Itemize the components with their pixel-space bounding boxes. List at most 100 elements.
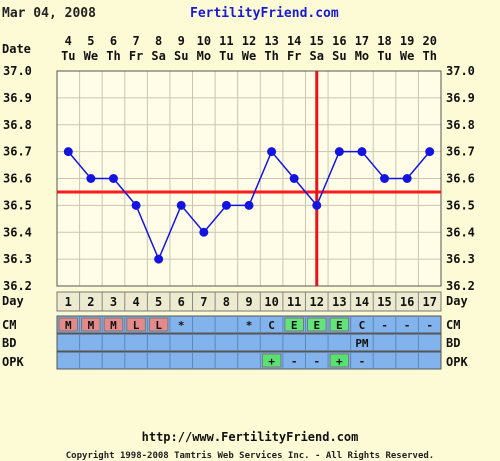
y-tick-label: 36.9 [3,91,32,105]
weekday-label: Sa [151,49,165,63]
cm-cell-highlight [148,317,169,332]
cm-cell-value: L [133,319,140,332]
cm-row-label-right: CM [446,318,460,332]
temperature-point [267,147,277,157]
y-tick-label-right: 36.7 [446,145,475,159]
temperature-point [244,200,254,210]
cm-cell-value: E [313,319,320,332]
cm-cell-value: E [291,319,298,332]
temperature-point [221,200,231,210]
temperature-point [334,147,344,157]
date-label: 18 [377,34,391,48]
site-name: FertilityFriend.com [190,6,339,21]
date-row-label: Date [2,42,31,56]
weekday-label: Sa [310,49,324,63]
temperature-point [199,227,209,237]
y-tick-label: 36.4 [3,225,32,239]
cm-cell-value: M [88,319,95,332]
cm-cell-value: * [178,319,185,332]
temperature-point [86,174,96,183]
cycle-day-label: 4 [132,295,139,309]
cm-cell-value: * [246,319,253,332]
weekday-label: Th [264,49,278,63]
date-label: 9 [178,34,185,48]
weekday-label: Mo [197,49,211,63]
chart-date: Mar 04, 2008 [2,6,96,21]
temperature-point [380,174,390,183]
date-label: 7 [132,34,139,48]
opk-row-label: OPK [2,355,24,369]
date-label: 17 [355,34,369,48]
y-tick-label-right: 36.6 [446,172,475,186]
opk-cell-value: - [291,355,298,368]
date-label: 14 [287,34,301,48]
temperature-point [108,174,118,183]
bd-cell-value: PM [355,337,369,350]
cycle-day-label: 10 [264,295,278,309]
cm-cell-highlight [81,317,101,332]
cycle-day-label: 12 [310,295,324,309]
cm-cell-highlight [306,317,327,332]
y-tick-label-right: 36.4 [446,225,475,239]
opk-cell-highlight [329,353,350,368]
opk-row [56,351,442,370]
cycle-day-label: 15 [377,295,391,309]
y-tick-label-right: 36.9 [446,91,475,105]
y-tick-label-right: 36.8 [446,118,475,132]
day-row [56,291,442,312]
cycle-day-label: 1 [65,295,72,309]
y-tick-label-right: 36.5 [446,198,475,212]
weekday-label: We [400,49,414,63]
temperature-point [176,200,186,210]
date-label: 5 [87,34,94,48]
cm-cell-highlight [329,317,350,332]
weekday-label: Th [106,49,120,63]
cycle-day-label: 14 [355,295,369,309]
y-tick-label: 36.3 [3,252,32,266]
y-tick-label: 37.0 [3,64,32,78]
weekday-label: Th [422,49,436,63]
weekday-label: Fr [287,49,301,63]
cycle-day-label: 17 [422,295,436,309]
weekday-label: We [242,49,256,63]
weekday-label: Su [174,49,188,63]
cm-cell-value: C [268,319,275,332]
opk-cell-value: - [359,355,366,368]
cm-cell-value: - [381,319,388,332]
cycle-day-label: 16 [400,295,414,309]
cm-cell-value: - [404,319,411,332]
temperature-point [131,200,141,210]
cm-cell-value: - [426,319,433,332]
weekday-label: Mo [355,49,369,63]
cycle-day-label: 3 [110,295,117,309]
temperature-point [154,254,164,264]
temperature-point [357,147,367,157]
weekday-label: Tu [61,49,75,63]
date-label: 12 [242,34,256,48]
cm-cell-highlight [103,317,124,332]
date-label: 4 [65,34,72,48]
bd-row-label-right: BD [446,336,460,350]
date-label: 15 [310,34,324,48]
cycle-day-label: 11 [287,295,301,309]
y-tick-label: 36.7 [3,145,32,159]
date-label: 16 [332,34,346,48]
temperature-point [312,200,322,210]
y-tick-label: 36.2 [3,279,32,293]
cycle-day-label: 8 [223,295,230,309]
cycle-day-label: 2 [87,295,94,309]
y-tick-label-right: 37.0 [446,64,475,78]
weekday-label: Tu [377,49,391,63]
weekday-label: Su [332,49,346,63]
weekday-label: Tu [219,49,233,63]
date-label: 10 [197,34,211,48]
temperature-point [402,174,412,183]
weekday-label: Fr [129,49,143,63]
cm-cell-highlight [284,317,304,332]
opk-cell-value: + [268,355,275,368]
date-label: 13 [264,34,278,48]
cycle-day-label: 6 [178,295,185,309]
opk-cell-value: + [336,355,343,368]
cm-cell-value: C [359,319,366,332]
